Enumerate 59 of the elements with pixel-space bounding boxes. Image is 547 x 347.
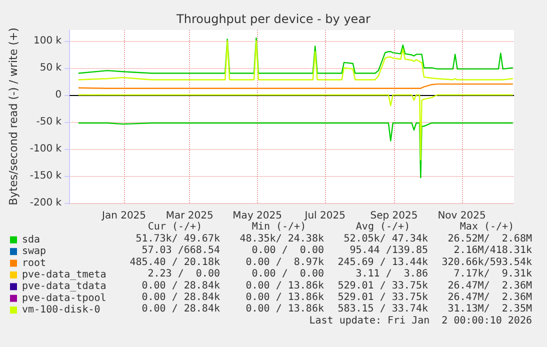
text: 57.03 /668.54 xyxy=(142,245,220,256)
y-tick-label: -200 k xyxy=(30,198,62,208)
text: 26.47M/ 2.36M xyxy=(448,280,532,292)
text: 2.23 / 0.00 xyxy=(148,268,220,280)
x-tick-label: Jul 2025 xyxy=(304,210,346,222)
text: Cur (-/+) xyxy=(148,222,202,232)
text: Min (-/+) xyxy=(252,222,306,232)
line-series xyxy=(78,40,514,80)
legend-label: sda xyxy=(22,234,40,246)
y-tick-label: 0 xyxy=(55,89,62,100)
line-series xyxy=(78,122,514,178)
y-tick-label: -100 k xyxy=(30,143,62,154)
legend-label: pve-data-tpool xyxy=(22,292,106,304)
y-tick-label: -50 k xyxy=(36,116,62,128)
y-tick-label: -150 k xyxy=(30,170,62,182)
text: 0.00 / 0.00 xyxy=(252,268,324,280)
x-tick-label: Jan 2025 xyxy=(100,210,146,222)
text: 7.17k/ 9.31k xyxy=(454,268,532,280)
text: 0.00 / 13.86k xyxy=(246,304,324,315)
text: 583.15 / 33.74k xyxy=(338,304,428,315)
text: 51.73k/ 49.67k xyxy=(136,234,220,244)
text: Avg (-/+) xyxy=(356,222,410,232)
chart-title: Throughput per device - by year xyxy=(176,12,371,26)
legend-label: swap xyxy=(22,246,46,258)
text: 31.13M/ 2.35M xyxy=(448,304,532,315)
x-tick-label: May 2025 xyxy=(232,210,282,222)
legend-label: pve-data_tdata xyxy=(22,281,106,292)
y-tick-label: 100 k xyxy=(34,35,62,46)
x-tick-label: Sep 2025 xyxy=(370,210,418,222)
text: Last update: Fri Jan 2 00:00:10 2026 xyxy=(309,315,532,326)
text: 0.00 / 28.84k xyxy=(142,280,220,292)
text: 245.69 / 13.44k xyxy=(338,256,428,268)
text: 48.35k/ 24.38k xyxy=(240,234,324,244)
text: 320.66k/593.54k xyxy=(442,256,532,268)
line-series xyxy=(78,38,514,74)
legend-label: pve-data_tmeta xyxy=(22,269,106,280)
y-axis-title: Bytes/second read (-) / write (+) xyxy=(7,28,20,206)
x-tick-label: Mar 2025 xyxy=(166,210,214,222)
legend-label: root xyxy=(22,258,46,269)
text: 485.40 / 20.18k xyxy=(130,256,220,268)
legend-label: vm-100-disk-0 xyxy=(22,304,100,316)
text: 529.01 / 33.75k xyxy=(338,280,428,292)
text: 52.05k/ 47.34k xyxy=(344,234,428,244)
line-series xyxy=(78,94,514,160)
text: 26.52M/ 2.68M xyxy=(448,234,532,244)
y-tick-label: 50 k xyxy=(40,62,62,74)
text: 0.00 / 0.00 xyxy=(252,245,324,256)
text: 0.00 / 28.84k xyxy=(142,304,220,315)
text: 26.47M/ 2.36M xyxy=(448,292,532,303)
text: 0.00 / 28.84k xyxy=(142,292,220,303)
text: Max (-/+) xyxy=(460,222,514,232)
text: 0.00 / 13.86k xyxy=(246,280,324,292)
text: 529.01 / 33.75k xyxy=(338,292,428,303)
x-tick-label: Nov 2025 xyxy=(438,210,486,222)
text: 95.44 /139.85 xyxy=(350,245,428,256)
text: 0.00 / 8.97k xyxy=(246,256,324,268)
text: 0.00 / 13.86k xyxy=(246,292,324,303)
text: 3.11 / 3.86 xyxy=(356,268,428,280)
text: 2.16M/418.31k xyxy=(454,245,532,256)
